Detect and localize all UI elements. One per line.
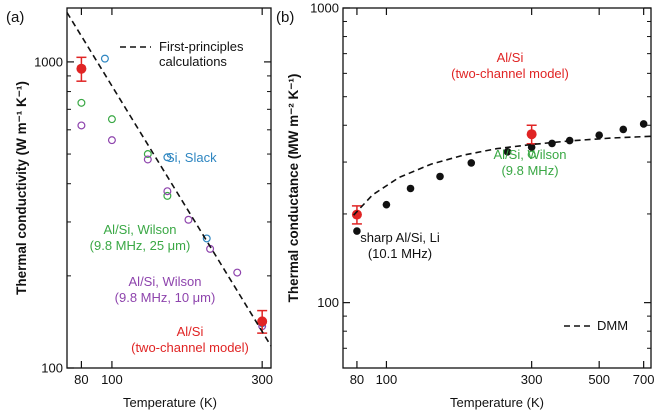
point-al-si-wilson-9-8-mhz-10-m (184, 215, 193, 224)
point-al-si-wilson-9-8-mhz-10-m (143, 155, 152, 164)
point-sharp-al-si-li-10-1-mhz (382, 200, 391, 209)
point-si-slack (202, 234, 211, 243)
point-al-si-two-channel-model (76, 63, 87, 74)
x-tick-label: 100 (376, 372, 398, 387)
point-sharp-al-si-li-10-1-mhz (595, 131, 603, 140)
panel-b-label: (b) (276, 9, 294, 26)
line-first-principles-calculations (66, 12, 272, 347)
annot-b-two-channel-line2: (two-channel model) (451, 66, 569, 81)
panel-a-xlabel: Temperature (K) (123, 395, 217, 410)
annot-b-wilson-line1: Al/Si, Wilson (494, 147, 567, 162)
panel-b-tick-labels: 80 100 300 500 700 100 1000 (310, 1, 654, 388)
panel-b-legend-label: DMM (597, 318, 628, 333)
point-al-si-wilson-9-8-mhz-25-m (143, 150, 152, 159)
point-al-si-two-channel-model (526, 129, 537, 140)
point-al-si-two-channel-model (257, 316, 268, 327)
annot-b-two-channel-line1: Al/Si (497, 50, 524, 65)
point-sharp-al-si-li-10-1-mhz (548, 139, 556, 148)
x-tick-label: 80 (74, 372, 88, 387)
point-si-slack (163, 153, 172, 162)
point-sharp-al-si-li-10-1-mhz (639, 120, 648, 128)
point-sharp-al-si-li-10-1-mhz (619, 125, 628, 134)
point-sharp-al-si-li-10-1-mhz (503, 148, 512, 156)
y-tick-label: 100 (41, 361, 63, 376)
annot-b-wilson-line2: (9.8 MHz) (501, 163, 558, 178)
panel-b-frame (342, 7, 652, 369)
x-tick-label: 300 (251, 372, 273, 387)
panel-b-ticks (343, 7, 651, 368)
panel-a-legend-label-1: First-principles (159, 39, 244, 54)
point-al-si-wilson-9-8-mhz-25-m (163, 191, 172, 200)
y-tick-label: 1000 (310, 1, 339, 16)
annot-a-two-channel-line2: (two-channel model) (131, 340, 249, 355)
point-al-si-wilson-9-8-mhz (527, 150, 536, 159)
point-al-si-wilson-9-8-mhz-10-m (163, 187, 172, 196)
panel-a-marks (66, 12, 272, 347)
annot-a-two-channel-line1: Al/Si (177, 324, 204, 339)
point-al-si-wilson-9-8-mhz-10-m (233, 268, 242, 277)
annot-li-line1: sharp Al/Si, Li (360, 230, 440, 245)
x-tick-label: 80 (350, 372, 364, 387)
x-tick-label: 700 (633, 372, 655, 387)
panel-a-ylabel: Thermal conductivity (W m⁻¹ K⁻¹) (14, 81, 29, 295)
panel-a: (a) 80 100 300 100 1000 Temperature (K) Ther… (6, 7, 273, 410)
point-sharp-al-si-li-10-1-mhz (467, 159, 476, 167)
panel-b-ylabel: Thermal conductance (MW m⁻² K⁻¹) (286, 74, 301, 303)
point-al-si-wilson-9-8-mhz-25-m (77, 98, 86, 107)
panel-a-label: (a) (6, 9, 24, 26)
y-tick-label: 1000 (34, 54, 63, 69)
x-tick-label: 300 (521, 372, 543, 387)
panel-b-marks (351, 120, 652, 235)
panel-a-legend-label-2: calculations (159, 54, 227, 69)
point-al-si-two-channel-model (351, 209, 362, 220)
annot-wilson-10-line2: (9.8 MHz, 10 μm) (115, 290, 216, 305)
point-sharp-al-si-li-10-1-mhz (436, 172, 444, 181)
panel-b-legend: DMM (564, 318, 628, 333)
panel-a-legend: First-principles calculations (120, 39, 244, 69)
point-si-slack (100, 54, 109, 63)
annot-si-slack: Si, Slack (166, 150, 217, 165)
annot-wilson-25-line1: Al/Si, Wilson (104, 222, 177, 237)
annot-wilson-25-line2: (9.8 MHz, 25 μm) (90, 238, 191, 253)
annot-li-line2: (10.1 MHz) (368, 246, 432, 261)
point-sharp-al-si-li-10-1-mhz (406, 184, 415, 193)
y-tick-label: 100 (317, 295, 339, 310)
point-al-si-wilson-9-8-mhz-25-m (107, 115, 116, 124)
point-al-si-wilson-9-8-mhz-10-m (107, 136, 116, 145)
x-tick-label: 100 (101, 372, 123, 387)
line-dmm (353, 135, 652, 216)
x-tick-label: 500 (588, 372, 610, 387)
point-sharp-al-si-li-10-1-mhz (353, 227, 361, 235)
panel-a-ticks (67, 8, 271, 369)
panel-a-tick-labels: 80 100 300 100 1000 (34, 54, 273, 387)
panel-b-xlabel: Temperature (K) (450, 395, 544, 410)
annot-wilson-10-line1: Al/Si, Wilson (129, 274, 202, 289)
panel-a-frame (66, 7, 272, 369)
point-al-si-wilson-9-8-mhz-10-m (77, 121, 86, 130)
panel-b: (b) 80 100 300 500 700 100 1000 Temperature (K… (276, 1, 655, 411)
